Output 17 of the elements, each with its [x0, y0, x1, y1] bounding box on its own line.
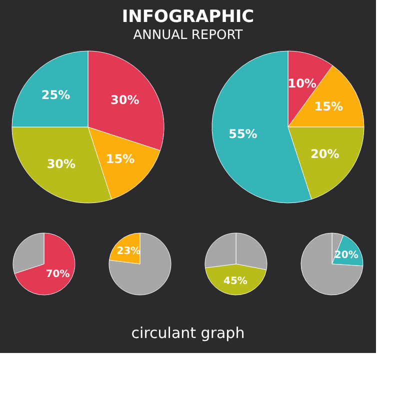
- data-label: 30%: [110, 93, 140, 108]
- data-label: 15%: [106, 152, 135, 166]
- data-label: 30%: [46, 156, 76, 171]
- data-label: 15%: [314, 99, 343, 114]
- chart-title: INFOGRAPHIC: [122, 7, 254, 27]
- data-label: 10%: [288, 76, 316, 91]
- data-label: 20%: [334, 250, 358, 261]
- data-label: 55%: [228, 127, 258, 142]
- pie-slice: [300, 232, 364, 296]
- data-label: 20%: [310, 146, 340, 161]
- data-label: 70%: [46, 269, 70, 280]
- data-label: 45%: [223, 276, 248, 288]
- chart-subtitle: ANNUAL REPORT: [133, 28, 243, 43]
- pie-slice: [14, 232, 76, 296]
- pie-slice: [108, 232, 172, 296]
- data-label: 25%: [41, 88, 70, 102]
- text: circulant graph: [131, 324, 245, 342]
